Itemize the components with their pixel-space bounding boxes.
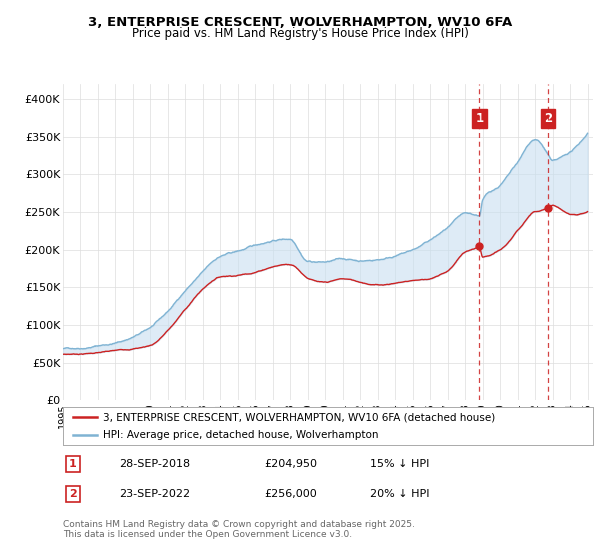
Text: 3, ENTERPRISE CRESCENT, WOLVERHAMPTON, WV10 6FA (detached house): 3, ENTERPRISE CRESCENT, WOLVERHAMPTON, W… xyxy=(103,412,495,422)
Text: 15% ↓ HPI: 15% ↓ HPI xyxy=(370,459,430,469)
Text: £204,950: £204,950 xyxy=(265,459,317,469)
Text: 1: 1 xyxy=(475,113,484,125)
Text: 1: 1 xyxy=(68,459,76,469)
Text: Contains HM Land Registry data © Crown copyright and database right 2025.
This d: Contains HM Land Registry data © Crown c… xyxy=(63,520,415,539)
Text: 2: 2 xyxy=(544,113,552,125)
Text: HPI: Average price, detached house, Wolverhampton: HPI: Average price, detached house, Wolv… xyxy=(103,430,378,440)
Text: 3, ENTERPRISE CRESCENT, WOLVERHAMPTON, WV10 6FA: 3, ENTERPRISE CRESCENT, WOLVERHAMPTON, W… xyxy=(88,16,512,29)
Text: 28-SEP-2018: 28-SEP-2018 xyxy=(119,459,190,469)
Text: £256,000: £256,000 xyxy=(265,489,317,499)
Text: Price paid vs. HM Land Registry's House Price Index (HPI): Price paid vs. HM Land Registry's House … xyxy=(131,27,469,40)
Text: 23-SEP-2022: 23-SEP-2022 xyxy=(119,489,190,499)
Text: 20% ↓ HPI: 20% ↓ HPI xyxy=(370,489,430,499)
Text: 2: 2 xyxy=(68,489,76,499)
